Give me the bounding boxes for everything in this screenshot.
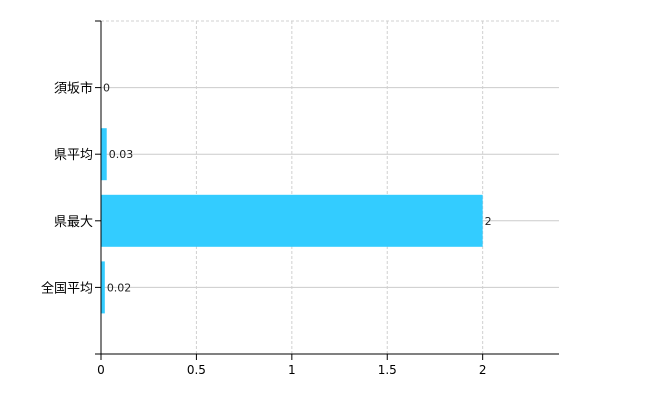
x-tick-label: 1 xyxy=(288,363,296,377)
x-tick-label: 1.5 xyxy=(378,363,397,377)
bar xyxy=(101,194,483,247)
data-label: 0.03 xyxy=(109,148,134,161)
data-label: 0 xyxy=(103,82,110,95)
data-label: 2 xyxy=(485,215,492,228)
bar xyxy=(101,261,105,314)
bar xyxy=(101,128,107,181)
category-label: 全国平均 xyxy=(41,280,93,296)
category-label: 県最大 xyxy=(54,215,93,230)
data-label: 0.02 xyxy=(107,281,132,294)
x-tick-label: 0.5 xyxy=(187,363,206,377)
x-tick-label: 0 xyxy=(97,363,105,377)
x-tick-label: 2 xyxy=(479,363,487,377)
category-label: 須坂市 xyxy=(54,81,93,97)
category-label: 県平均 xyxy=(54,148,93,163)
